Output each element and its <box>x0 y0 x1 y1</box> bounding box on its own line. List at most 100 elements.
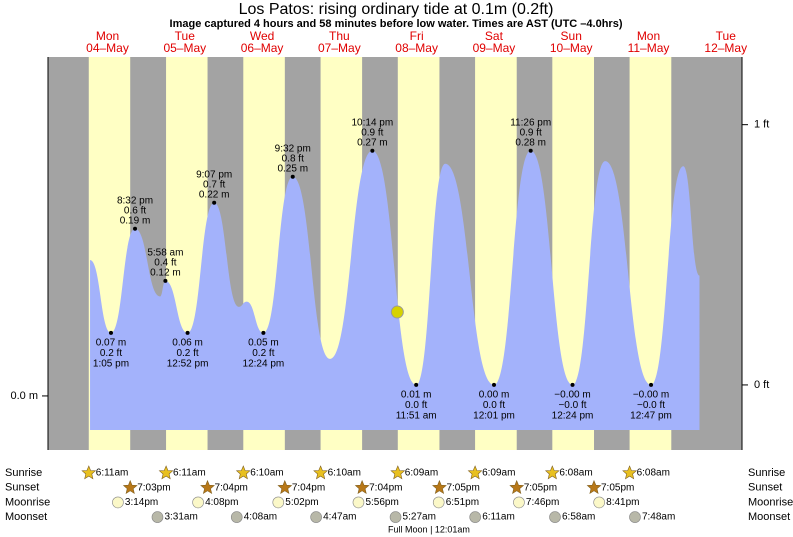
sunset-icon <box>122 479 138 495</box>
tide-label: −0.00 m <box>633 390 669 401</box>
moonrise-icon <box>593 496 605 509</box>
tide-label: 0.25 m <box>277 163 308 174</box>
almanac-time: 7:05pm <box>601 482 634 493</box>
sunrise-icon <box>235 465 251 480</box>
chart-subtitle: Image captured 4 hours and 58 minutes be… <box>170 18 623 30</box>
tide-label: −0.0 ft <box>558 400 586 411</box>
sunrise-icon <box>544 465 560 480</box>
tide-point <box>133 226 138 231</box>
sunset-icon <box>509 479 525 495</box>
tide-label: 0.2 ft <box>100 348 122 359</box>
tide-label: 0.27 m <box>357 137 388 148</box>
row-label: Sunset <box>5 482 39 494</box>
tide-point <box>570 382 575 387</box>
moonset-icon <box>151 511 164 523</box>
almanac-time: 5:27am <box>403 512 436 523</box>
tide-label: 0.07 m <box>96 338 127 349</box>
current-tide <box>390 305 404 319</box>
moonrise-icon <box>352 496 365 509</box>
tide-point <box>649 382 654 387</box>
almanac-time: 7:04pm <box>369 482 402 493</box>
almanac-time: 6:11am <box>96 468 129 479</box>
almanac-time: 3:14pm <box>125 497 158 508</box>
sunset-icon <box>432 479 447 495</box>
tide-label: 0.9 ft <box>361 127 383 138</box>
day-label: Mon <box>637 29 660 43</box>
tide-point <box>414 382 419 387</box>
tide-label: 0.06 m <box>172 338 203 349</box>
tide-label: 11:26 pm <box>510 117 551 128</box>
almanac-time: 6:11am <box>173 468 206 479</box>
left-y-tick-label: 0.0 m <box>10 390 38 402</box>
almanac-time: 3:31am <box>164 512 197 523</box>
almanac-time: 7:04pm <box>215 482 248 493</box>
moonrise-icon <box>513 496 525 509</box>
y-tick-label: 0 ft <box>754 379 769 391</box>
sunrise-icon <box>390 465 406 480</box>
full-moon-note: Full Moon | 12:01am <box>388 524 470 534</box>
date-label: 12–May <box>704 41 747 55</box>
almanac-time: 7:03pm <box>137 482 170 493</box>
day-label: Mon <box>96 29 119 43</box>
row-label-right: Moonrise <box>748 496 793 508</box>
almanac-time: 8:41pm <box>606 497 639 508</box>
almanac-time: 6:51pm <box>446 497 479 508</box>
almanac-time: 4:47am <box>323 512 356 523</box>
moonrise-icon <box>432 496 445 509</box>
tide-point <box>108 330 113 335</box>
almanac-time: 5:02pm <box>285 497 318 508</box>
row-label-right: Moonset <box>748 511 790 523</box>
day-label: Tue <box>716 29 737 43</box>
moonset-icon <box>230 511 243 523</box>
moonrise-icon <box>112 496 124 509</box>
almanac-time: 4:08pm <box>205 497 238 508</box>
tide-label: 0.9 ft <box>520 127 542 138</box>
tide-label: 0.0 ft <box>405 400 427 411</box>
tide-label: 12:01 pm <box>473 411 515 422</box>
tide-label: 0.01 m <box>401 390 432 401</box>
almanac-time: 6:09am <box>405 468 438 479</box>
date-label: 11–May <box>628 41 670 55</box>
date-label: 04–May <box>86 41 129 55</box>
almanac-time: 7:04pm <box>292 482 325 493</box>
day-label: Sat <box>485 29 504 43</box>
y-tick-label: 1 ft <box>754 119 769 131</box>
sunset-icon <box>354 479 370 495</box>
almanac-time: 6:11am <box>482 512 515 523</box>
date-label: 09–May <box>473 41 516 55</box>
tide-label: 0.05 m <box>248 338 279 349</box>
tide-label: 0.00 m <box>479 390 510 401</box>
tide-label: 12:52 pm <box>167 359 209 370</box>
tide-label: 0.0 ft <box>483 400 505 411</box>
almanac-time: 5:56pm <box>365 497 398 508</box>
tide-label: 8:32 pm <box>117 195 153 206</box>
row-label: Moonrise <box>5 496 50 508</box>
almanac-time: 6:08am <box>637 468 670 479</box>
tide-label: 10:14 pm <box>352 117 394 128</box>
tide-label: −0.00 m <box>554 390 590 401</box>
tide-label: 0.2 ft <box>176 348 198 359</box>
tide-point <box>370 148 375 153</box>
tide-area <box>90 150 700 430</box>
tide-label: 12:47 pm <box>630 411 672 422</box>
tide-point <box>491 382 496 387</box>
date-label: 10–May <box>550 41 593 55</box>
tide-label: 11:51 am <box>396 411 437 422</box>
almanac-time: 4:08am <box>244 512 277 523</box>
row-label: Moonset <box>5 511 47 523</box>
tide-label: 0.6 ft <box>124 205 146 216</box>
chart-title: Los Patos: rising ordinary tide at 0.1m … <box>239 1 554 18</box>
moonset-icon <box>469 511 481 523</box>
day-label: Fri <box>410 29 424 43</box>
almanac-time: 7:05pm <box>446 482 479 493</box>
date-label: 07–May <box>318 41 361 55</box>
tide-label: 12:24 pm <box>552 411 594 422</box>
moonrise-icon <box>272 496 285 509</box>
tide-label: 0.19 m <box>120 215 151 226</box>
almanac-time: 7:48am <box>642 512 675 523</box>
tide-label: 0.22 m <box>199 189 230 200</box>
moonset-icon <box>629 511 641 523</box>
almanac-time: 6:08am <box>559 468 592 479</box>
tide-point <box>528 148 533 153</box>
